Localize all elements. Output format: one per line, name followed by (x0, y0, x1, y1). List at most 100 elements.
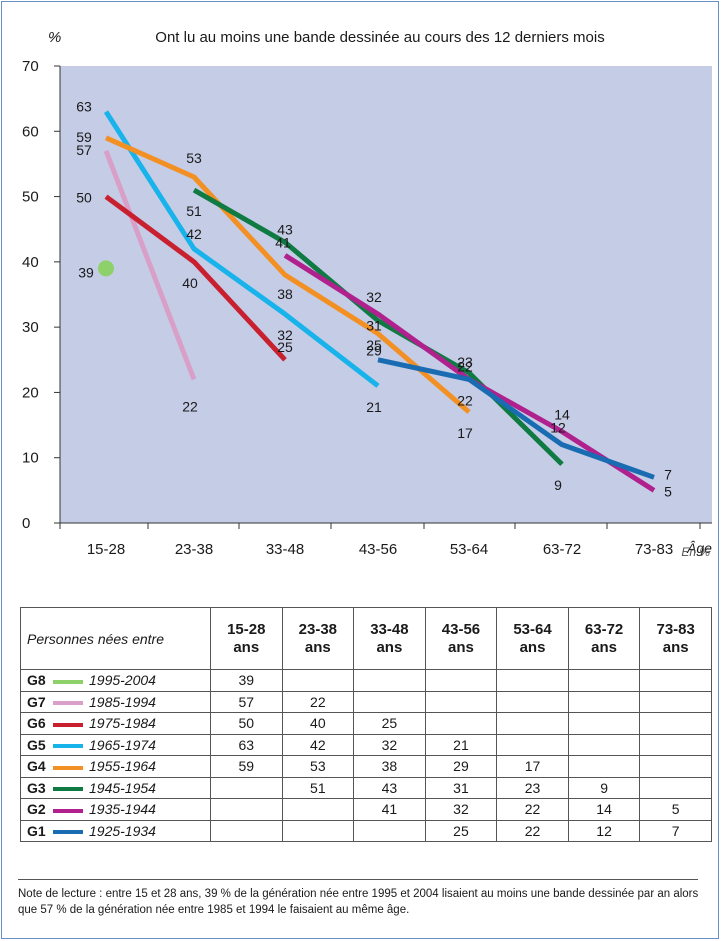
legend-swatch (53, 787, 83, 792)
chart-title: Ont lu au moins une bande dessinée au co… (155, 29, 604, 46)
y-axis-label: % (48, 29, 61, 46)
x-tick-label: 33-48 (266, 541, 304, 558)
series-line-g4 (104, 135, 471, 414)
data-label: 23 (457, 354, 473, 370)
table-cell: 25 (353, 712, 426, 735)
table-row: G4 1955-1964 59 53 38 29 17 (20, 755, 712, 778)
table-cell: 50 (210, 712, 283, 735)
table-cell (210, 819, 283, 842)
table-cell (567, 733, 641, 756)
y-tick-label: 20 (22, 384, 39, 401)
reading-note: Note de lecture : entre 15 et 28 ans, 39… (18, 888, 699, 916)
generation-range: 1995-2004 (89, 672, 156, 689)
data-label: 12 (550, 420, 566, 436)
y-tick-label: 50 (22, 189, 39, 206)
data-label: 22 (182, 398, 198, 414)
data-label: 5 (664, 483, 672, 499)
x-tick-label: 15-28 (87, 541, 125, 558)
table-body: G8 1995-2004 39 G7 1985-1994 57 22 G6 1975-1984 5… (20, 669, 712, 842)
table-row: G5 1965-1974 63 42 32 21 (20, 733, 712, 756)
data-label: 32 (366, 289, 382, 305)
y-tick-label: 30 (22, 319, 39, 336)
generation-code: G6 (27, 715, 46, 732)
generation-range: 1975-1984 (89, 715, 156, 732)
table-header-col: 53-64 ans (496, 607, 569, 670)
generation-range: 1965-1974 (89, 736, 156, 753)
table-cell: 12 (567, 819, 641, 842)
data-table: Personnes nées entre 15-28 ans 23-38 ans 3… (20, 607, 712, 842)
x-axis-label: Âge (686, 540, 712, 556)
table-cell (424, 690, 498, 713)
table-cell (639, 733, 712, 756)
table-row: G2 1935-1944 41 32 22 14 5 (20, 798, 712, 821)
table-cell (210, 798, 283, 821)
axes: 0 10 20 30 40 50 60 70 15-28 23-38 33-48 43-56 53-64… (22, 58, 712, 558)
x-tick-label: 73-83 (635, 541, 673, 558)
data-label: 14 (554, 407, 570, 423)
table-cell: 41 (353, 798, 426, 821)
table-header-col: 23-38 ans (281, 607, 355, 670)
table-cell (496, 690, 569, 713)
table-cell: 22 (281, 690, 355, 713)
table-header-row: Personnes nées entre 15-28 ans 23-38 ans 3… (20, 607, 712, 670)
table-header-col: 15-28 ans (210, 607, 283, 670)
table-row: G3 1945-1954 51 43 31 23 9 (20, 776, 712, 799)
table-cell: 22 (496, 798, 569, 821)
generation-cell: G2 1935-1944 (20, 798, 211, 821)
table-cell (639, 776, 712, 799)
legend-swatch (53, 744, 83, 749)
generation-range: 1935-1944 (89, 801, 156, 818)
table-cell (281, 819, 355, 842)
generation-cell: G4 1955-1964 (20, 755, 211, 778)
generation-code: G5 (27, 736, 46, 753)
table-cell (210, 776, 283, 799)
table-cell: 40 (281, 712, 355, 735)
legend-swatch (53, 830, 83, 835)
table-cell: 9 (567, 776, 641, 799)
data-label: 25 (366, 337, 382, 353)
legend-swatch (53, 701, 83, 706)
table-cell: 29 (424, 755, 498, 778)
table-cell: 25 (424, 819, 498, 842)
data-label: 50 (76, 190, 92, 206)
x-tick-label: 53-64 (450, 541, 488, 558)
data-label: 42 (186, 226, 202, 242)
table-cell: 53 (281, 755, 355, 778)
x-tick-label: 63-72 (543, 541, 581, 558)
table-cell (639, 669, 712, 692)
table-cell: 17 (496, 755, 569, 778)
table-cell: 59 (210, 755, 283, 778)
table-cell: 14 (567, 798, 641, 821)
table-header-col: 43-56 ans (424, 607, 498, 670)
generation-code: G8 (27, 672, 46, 689)
table-cell: 7 (639, 819, 712, 842)
table-cell: 32 (353, 733, 426, 756)
table-cell: 43 (353, 776, 426, 799)
data-label: 22 (457, 392, 473, 408)
legend-swatch (53, 808, 83, 813)
table-cell (496, 669, 569, 692)
table-cell (496, 733, 569, 756)
table-header-generation: Personnes nées entre (20, 607, 211, 670)
legend-swatch (53, 722, 83, 727)
table-cell (639, 712, 712, 735)
series-line-g5 (103, 110, 380, 388)
generation-cell: G5 1965-1974 (20, 733, 211, 756)
table-cell: 22 (496, 819, 569, 842)
table-cell (496, 712, 569, 735)
table-cell: 31 (424, 776, 498, 799)
series-line-g1 (377, 357, 655, 480)
table-row: G7 1985-1994 57 22 (20, 690, 712, 713)
y-tick-label: 40 (22, 254, 39, 271)
line-chart: Ont lu au moins une bande dessinée au co… (22, 29, 712, 558)
generation-code: G3 (27, 779, 46, 796)
generation-range: 1925-1934 (89, 822, 156, 839)
generation-range: 1945-1954 (89, 779, 156, 796)
generation-code: G4 (27, 758, 46, 775)
generation-code: G2 (27, 801, 46, 818)
data-label: 59 (76, 129, 92, 145)
data-label: 21 (366, 399, 382, 415)
plot-background (60, 66, 712, 523)
table-cell (281, 669, 355, 692)
table-cell: 42 (281, 733, 355, 756)
